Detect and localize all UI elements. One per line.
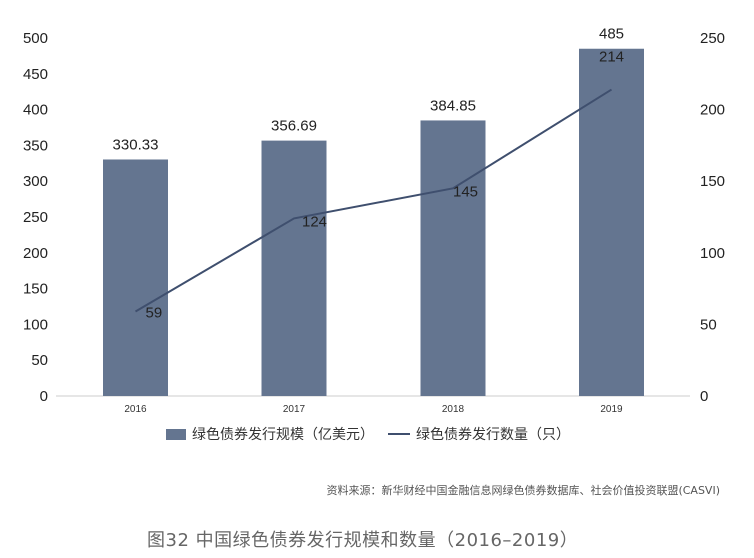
bar-value-label: 485 — [599, 26, 624, 43]
line-value-label: 59 — [146, 305, 163, 322]
source-note: 资料来源：新华财经中国金融信息网绿色债券数据库、社会价值投资联盟(CASVI) — [326, 484, 720, 497]
x-axis-tick: 2019 — [600, 404, 623, 415]
x-axis-tick: 2016 — [124, 404, 147, 415]
left-axis-tick: 200 — [23, 245, 48, 262]
right-axis-tick: 200 — [700, 102, 725, 119]
left-axis-tick: 500 — [23, 30, 48, 47]
chart-canvas: 0 50 100 150 200 250 300 350 400 450 500 0 50 100 150… — [23, 26, 725, 415]
left-axis-tick: 350 — [23, 137, 48, 154]
left-axis-tick: 50 — [31, 352, 48, 369]
bar — [579, 48, 644, 397]
bar-legend-label: 绿色债券发行规模（亿美元） — [192, 427, 374, 443]
line-legend-swatch — [388, 433, 410, 435]
legend: 绿色债券发行规模（亿美元） 绿色债券发行数量（只） — [166, 424, 570, 444]
left-axis-tick: 150 — [23, 281, 48, 298]
data-labels: 330.33 356.69 384.85 485 59 124 145 214 — [113, 26, 624, 322]
x-axis-ticks: 2016 2017 2018 2019 — [124, 404, 623, 415]
right-axis-tick: 50 — [700, 316, 717, 333]
left-axis-tick: 400 — [23, 102, 48, 119]
bar-value-label: 384.85 — [430, 97, 476, 114]
left-axis-tick: 0 — [40, 388, 48, 405]
left-y-axis: 0 50 100 150 200 250 300 350 400 450 500 — [23, 30, 48, 405]
bar — [261, 140, 327, 396]
line-value-label: 124 — [302, 213, 327, 230]
left-axis-tick: 100 — [23, 316, 48, 333]
left-axis-tick: 450 — [23, 66, 48, 83]
right-axis-tick: 100 — [700, 245, 725, 262]
bar-legend-swatch — [166, 428, 186, 440]
right-axis-tick: 0 — [700, 388, 708, 405]
line-value-label: 214 — [599, 49, 624, 66]
bar — [420, 120, 486, 397]
right-axis-tick: 150 — [700, 173, 725, 190]
left-axis-tick: 300 — [23, 173, 48, 190]
line-value-label: 145 — [453, 183, 478, 200]
figure-caption: 图32 中国绿色债券发行规模和数量（2016–2019） — [147, 530, 579, 551]
right-axis-tick: 250 — [700, 30, 725, 47]
line-series — [134, 88, 613, 313]
bar-value-label: 330.33 — [113, 136, 159, 153]
x-axis-tick: 2018 — [442, 404, 465, 415]
bar-series — [103, 48, 644, 397]
bar — [103, 159, 168, 396]
right-y-axis: 0 50 100 150 200 250 — [700, 30, 725, 405]
bar-value-label: 356.69 — [271, 118, 317, 135]
line-legend-label: 绿色债券发行数量（只） — [416, 427, 570, 443]
left-axis-tick: 250 — [23, 209, 48, 226]
x-axis-tick: 2017 — [283, 404, 306, 415]
